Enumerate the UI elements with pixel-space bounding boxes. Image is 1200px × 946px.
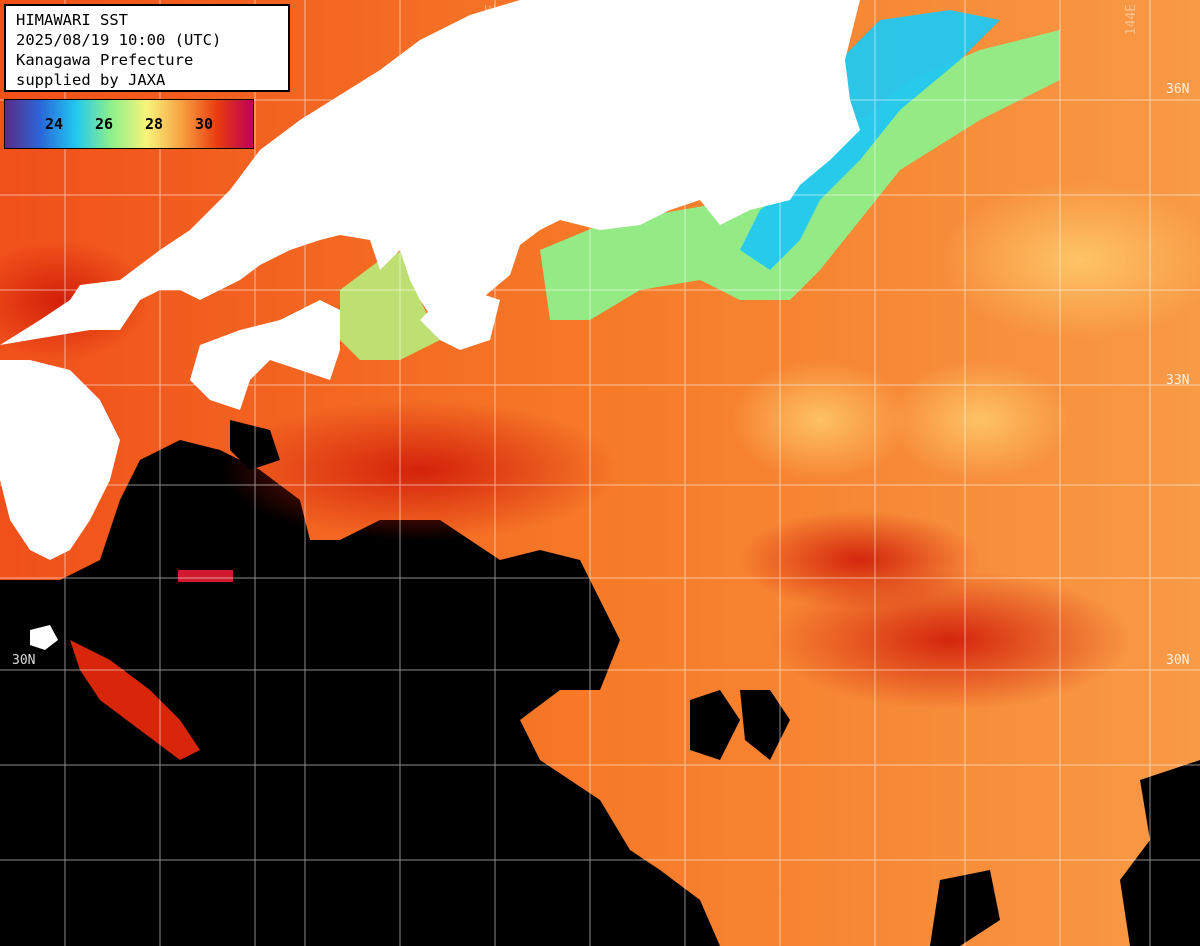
colorbar-tick-26: 26 bbox=[95, 115, 114, 133]
warm-zone-3 bbox=[740, 510, 980, 610]
coastal-cold-water bbox=[740, 10, 1000, 270]
info-datetime: 2025/08/19 10:00 (UTC) bbox=[16, 31, 222, 49]
cool-swirl-2 bbox=[940, 180, 1200, 340]
land-honshu bbox=[0, 0, 860, 345]
colorbar-tick-30: 30 bbox=[195, 115, 214, 133]
info-label-box: HIMAWARI SST 2025/08/19 10:00 (UTC) Kana… bbox=[4, 4, 290, 92]
colorbar-tick-24: 24 bbox=[45, 115, 64, 133]
lat-label-30n-left: 30N bbox=[12, 653, 36, 668]
land-kyushu bbox=[0, 360, 120, 560]
no-data-patch-2 bbox=[740, 690, 790, 760]
no-data-patch-1 bbox=[690, 690, 740, 760]
land-tanegashima bbox=[30, 625, 58, 650]
lat-label-30n: 30N bbox=[1166, 653, 1190, 668]
lon-label-144e: 144E bbox=[1124, 4, 1139, 36]
no-data-patch-3 bbox=[1120, 760, 1200, 946]
warm-spot-small bbox=[178, 570, 233, 582]
temperature-colorbar: 24 26 28 30 bbox=[4, 99, 254, 149]
cool-swirl-1 bbox=[730, 360, 910, 480]
info-title: HIMAWARI SST bbox=[16, 11, 128, 29]
warm-zone-1 bbox=[220, 400, 620, 540]
info-prefecture: Kanagawa Prefecture bbox=[16, 51, 194, 69]
cool-swirl-3 bbox=[890, 360, 1070, 480]
info-credit: supplied by JAXA bbox=[16, 71, 166, 89]
lat-label-33-left: 33 bbox=[10, 373, 26, 388]
lat-label-36n: 36N bbox=[1166, 82, 1190, 97]
lat-label-33n: 33N bbox=[1166, 373, 1190, 388]
lon-label-136e: 136E bbox=[484, 4, 499, 36]
colorbar-tick-28: 28 bbox=[145, 115, 164, 133]
land-shikoku bbox=[190, 300, 340, 410]
land-kii-peninsula bbox=[420, 290, 500, 350]
